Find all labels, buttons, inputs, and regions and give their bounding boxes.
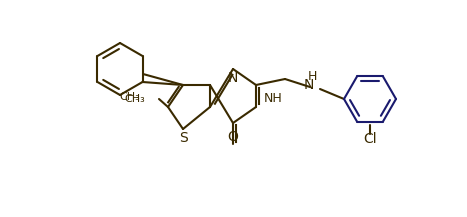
Text: CH₃: CH₃ bbox=[124, 94, 145, 104]
Text: N: N bbox=[228, 71, 238, 85]
Text: NH: NH bbox=[264, 92, 283, 105]
Text: H: H bbox=[307, 71, 317, 84]
Text: O: O bbox=[227, 130, 239, 144]
Text: N: N bbox=[304, 78, 314, 92]
Text: S: S bbox=[178, 131, 187, 145]
Text: Cl: Cl bbox=[363, 132, 377, 146]
Text: CH₃: CH₃ bbox=[119, 92, 140, 102]
